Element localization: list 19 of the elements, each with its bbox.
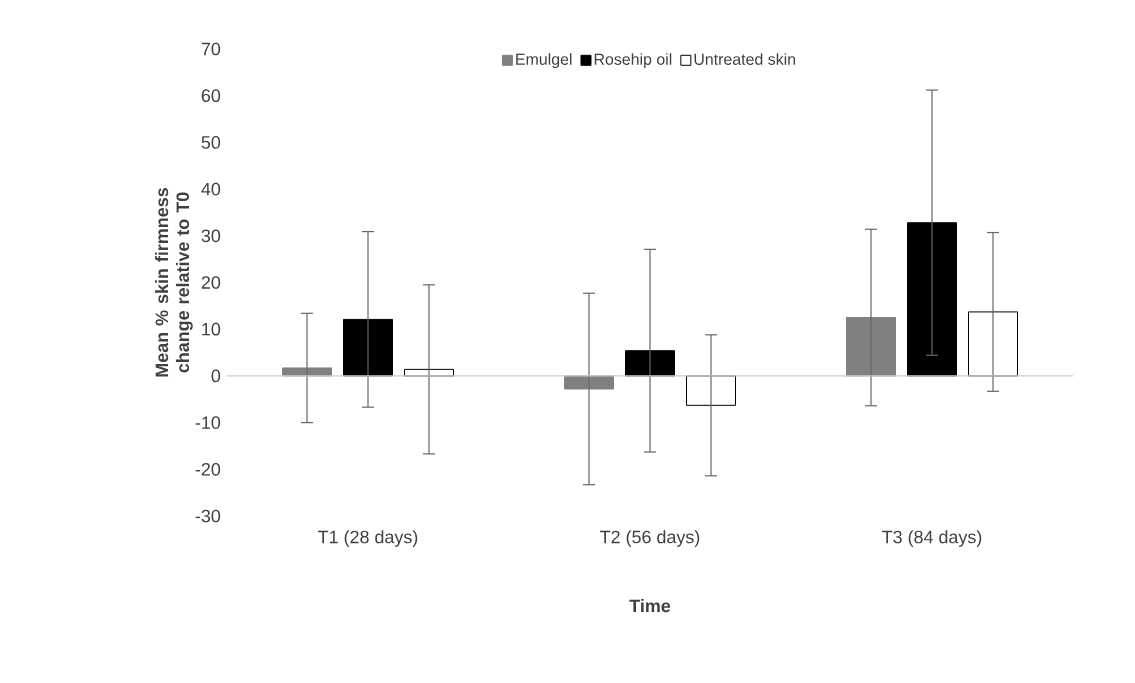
y-axis-title: Mean % skin firmness change relative to T0: [155, 188, 193, 377]
y-tick-label: 40: [201, 182, 221, 196]
x-tick-label: T3 (84 days): [882, 530, 982, 547]
legend-label: Emulgel: [516, 53, 572, 69]
y-tick-label: 50: [201, 136, 221, 149]
x-tick-label: T2 (56 days): [600, 530, 700, 547]
y-tick-label: 70: [201, 42, 221, 56]
y-tick-label: -10: [195, 416, 221, 429]
y-tick-label: 60: [201, 89, 221, 103]
x-tick-label: T1 (28 days): [318, 530, 418, 547]
y-tick-label: 0: [211, 369, 221, 383]
y-tick-label: 30: [201, 229, 221, 243]
x-axis-title: Time: [629, 599, 671, 613]
y-tick-label: 10: [202, 322, 221, 336]
legend-label: Rosehip oil: [594, 53, 672, 69]
y-tick-label: -20: [195, 462, 221, 476]
y-tick-label: 20: [201, 276, 221, 289]
legend-label: Untreated skin: [694, 53, 796, 65]
y-tick-label: -30: [195, 509, 221, 523]
